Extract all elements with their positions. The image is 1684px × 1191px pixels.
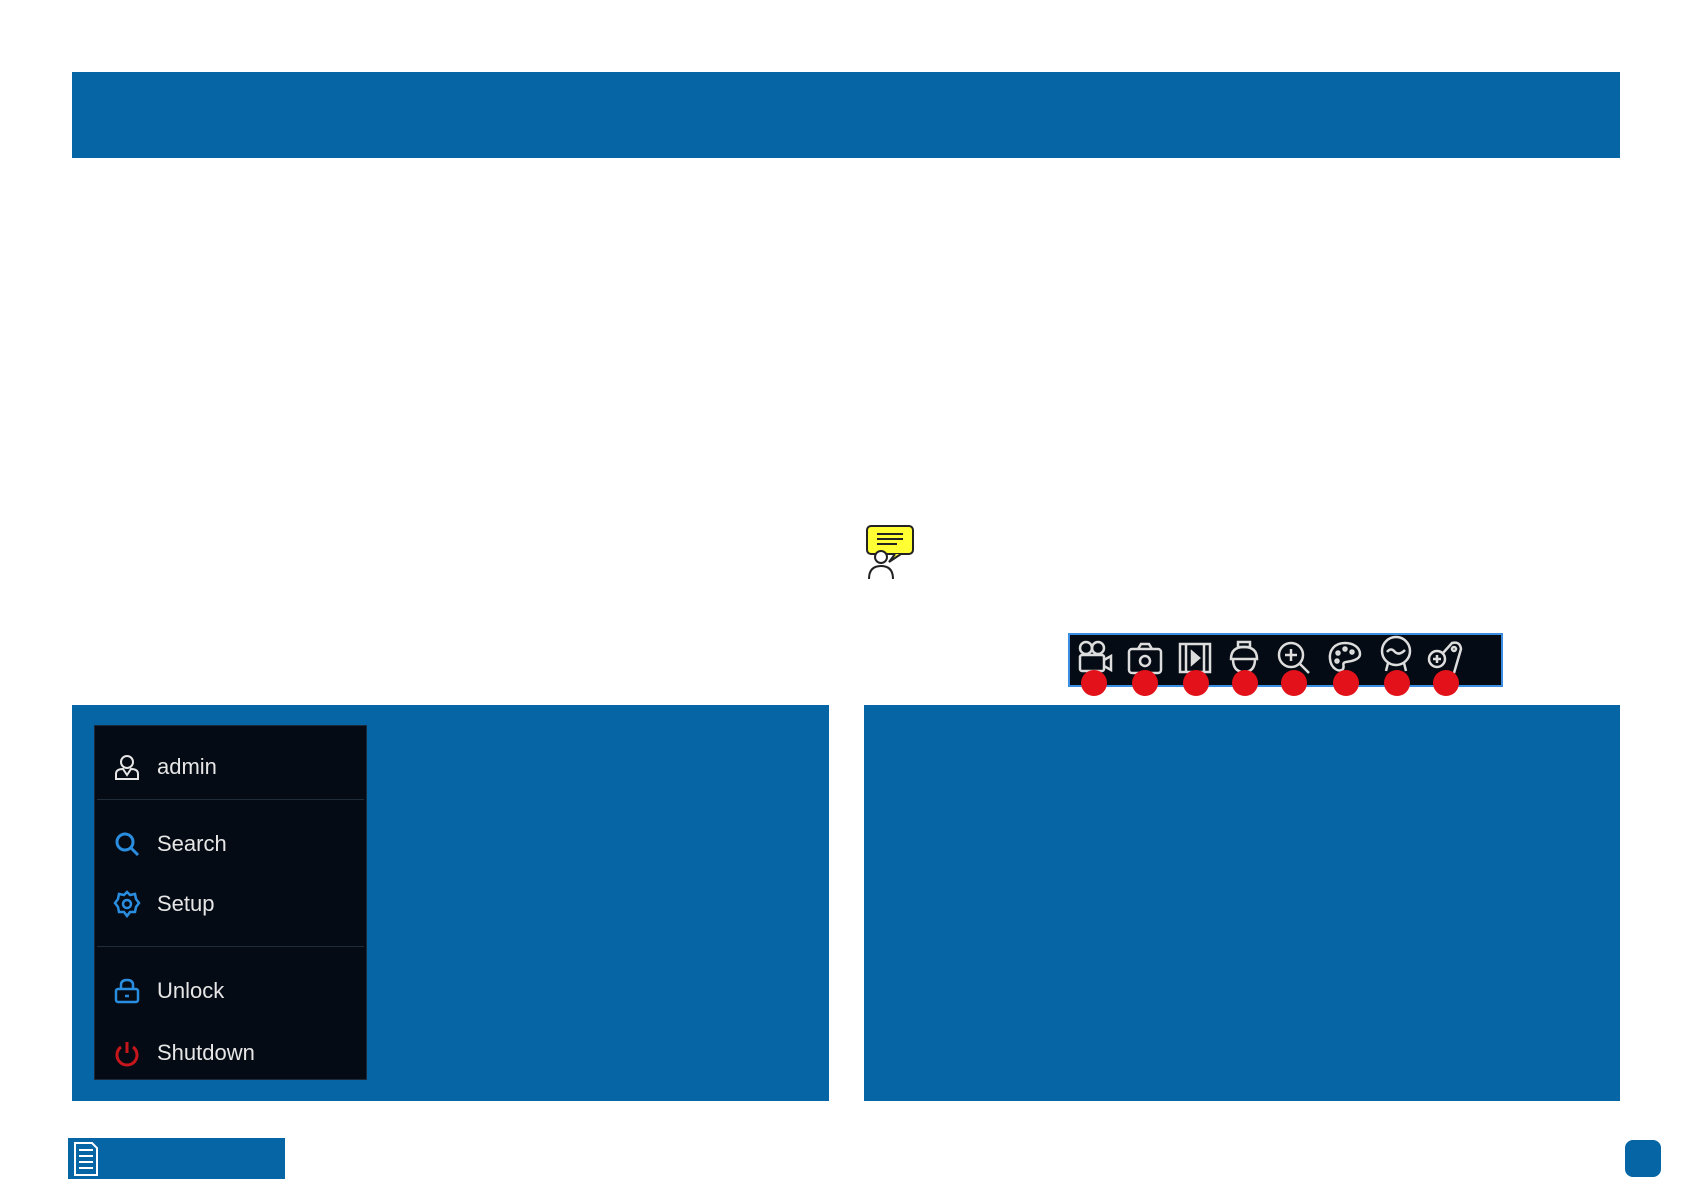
right-panel	[864, 705, 1620, 1101]
video-camera-icon[interactable]	[1076, 639, 1118, 679]
header-banner	[72, 72, 1620, 158]
menu-item-search[interactable]: Search	[95, 824, 366, 864]
gear-icon	[113, 890, 141, 918]
menu-item-label: Setup	[157, 891, 215, 916]
menu-item-label: Unlock	[157, 978, 225, 1003]
page-number-badge	[1625, 1140, 1661, 1177]
zoom-in-icon[interactable]	[1275, 639, 1317, 679]
menu-item-label: Search	[157, 831, 227, 856]
document-icon	[74, 1142, 98, 1176]
power-icon	[115, 1042, 139, 1067]
menu-item-unlock[interactable]: Unlock	[95, 971, 366, 1011]
marker-dot	[1333, 670, 1359, 696]
marker-dot	[1384, 670, 1410, 696]
menu-item-admin[interactable]: admin	[95, 747, 366, 787]
marker-dot	[1081, 670, 1107, 696]
add-camera-icon[interactable]	[1426, 639, 1468, 679]
divider	[97, 946, 364, 947]
note-icon	[866, 525, 914, 580]
marker-dot	[1183, 670, 1209, 696]
menu-item-label: admin	[157, 754, 217, 779]
menu-item-label: Shutdown	[157, 1040, 255, 1065]
marker-dot	[1281, 670, 1307, 696]
marker-dot	[1232, 670, 1258, 696]
start-menu: admin Search Setup Unlock Shutdown	[94, 725, 367, 1080]
search-icon	[115, 832, 140, 857]
footer-tab	[68, 1138, 285, 1179]
lock-icon	[114, 978, 140, 1004]
marker-dot	[1433, 670, 1459, 696]
divider	[97, 799, 364, 800]
menu-item-setup[interactable]: Setup	[95, 884, 366, 924]
fisheye-icon[interactable]	[1377, 635, 1419, 675]
marker-dot	[1132, 670, 1158, 696]
user-icon	[115, 755, 139, 780]
menu-item-shutdown[interactable]: Shutdown	[95, 1033, 366, 1073]
palette-icon[interactable]	[1326, 639, 1368, 679]
